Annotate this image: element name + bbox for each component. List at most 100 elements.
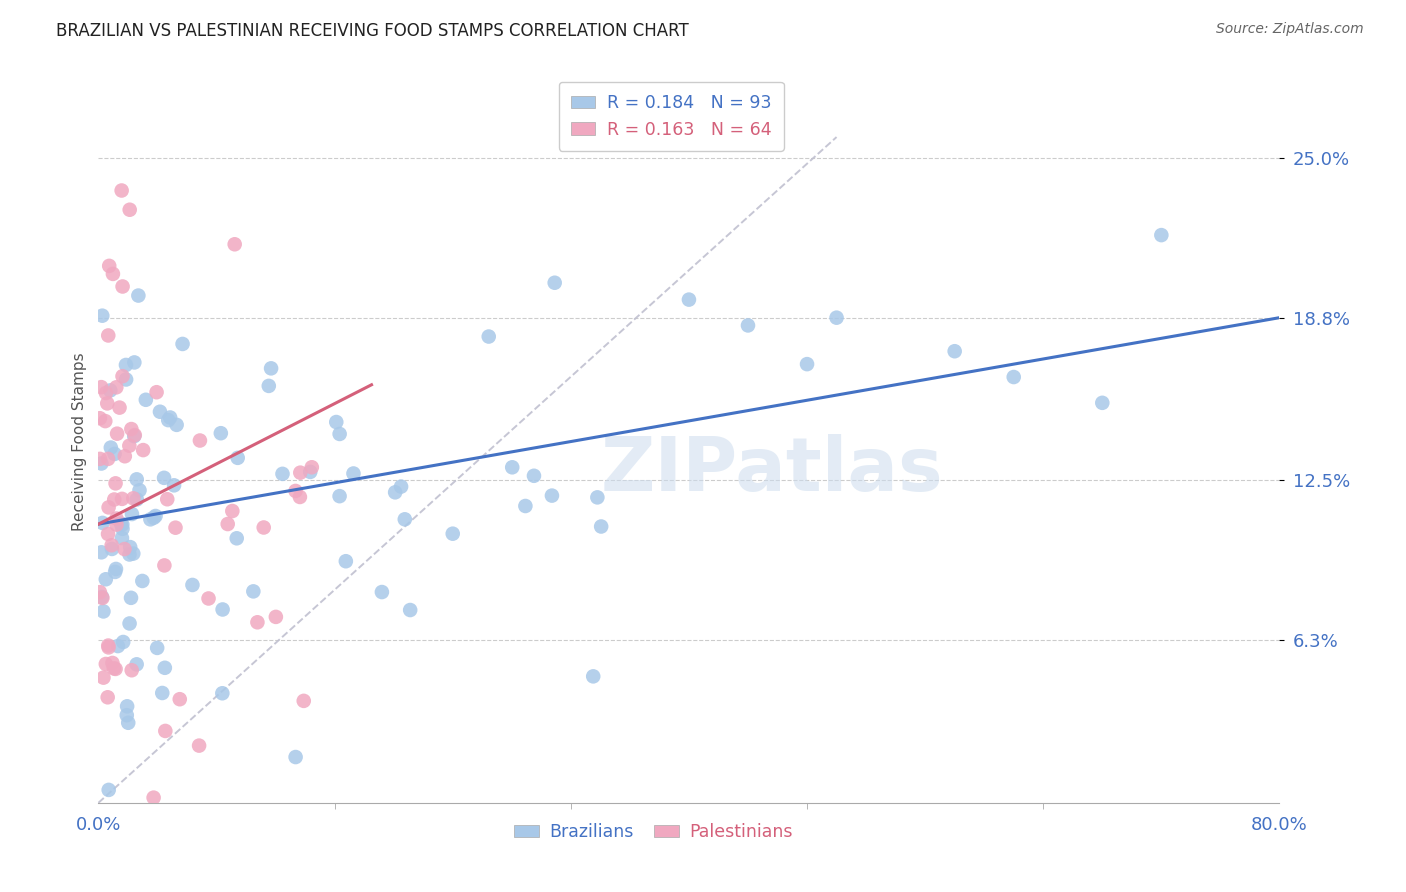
- Point: [114, 542, 136, 557]
- Point: [125, 657, 148, 672]
- Point: [122, 429, 145, 443]
- Point: [101, 267, 124, 281]
- Point: [163, 478, 186, 492]
- Point: [131, 574, 153, 588]
- Point: [112, 635, 135, 649]
- Point: [169, 692, 191, 706]
- Point: [142, 510, 165, 524]
- Point: [155, 723, 177, 738]
- Point: [150, 686, 173, 700]
- Point: [389, 480, 412, 494]
- Point: [224, 237, 246, 252]
- Point: [165, 521, 187, 535]
- Point: [264, 610, 287, 624]
- Point: [107, 639, 129, 653]
- Point: [90, 545, 112, 559]
- Point: [97, 783, 120, 797]
- Point: [260, 361, 283, 376]
- Point: [111, 531, 134, 545]
- Point: [284, 750, 307, 764]
- Point: [98, 384, 121, 398]
- Point: [335, 554, 357, 568]
- Point: [586, 491, 609, 505]
- Point: [120, 422, 142, 436]
- Point: [122, 547, 145, 561]
- Point: [118, 616, 141, 631]
- Point: [93, 671, 115, 685]
- Point: [825, 310, 848, 325]
- Point: [221, 504, 243, 518]
- Point: [121, 663, 143, 677]
- Point: [209, 426, 232, 441]
- Point: [94, 572, 117, 586]
- Point: [100, 441, 122, 455]
- Point: [127, 288, 149, 302]
- Point: [166, 417, 188, 432]
- Point: [111, 522, 134, 536]
- Point: [105, 426, 128, 441]
- Point: [226, 450, 249, 465]
- Point: [582, 669, 605, 683]
- Point: [139, 512, 162, 526]
- Point: [325, 415, 347, 429]
- Point: [94, 414, 117, 428]
- Point: [91, 309, 114, 323]
- Point: [501, 460, 523, 475]
- Point: [96, 396, 118, 410]
- Point: [110, 516, 132, 531]
- Point: [94, 386, 117, 401]
- Point: [128, 483, 150, 498]
- Point: [329, 489, 352, 503]
- Point: [120, 591, 142, 605]
- Point: [329, 426, 352, 441]
- Point: [101, 656, 124, 670]
- Text: BRAZILIAN VS PALESTINIAN RECEIVING FOOD STAMPS CORRELATION CHART: BRAZILIAN VS PALESTINIAN RECEIVING FOOD …: [56, 22, 689, 40]
- Point: [89, 585, 111, 599]
- Point: [159, 410, 181, 425]
- Point: [121, 507, 143, 521]
- Point: [124, 428, 146, 442]
- Point: [284, 483, 307, 498]
- Point: [98, 259, 121, 273]
- Point: [103, 492, 125, 507]
- Point: [115, 358, 138, 372]
- Point: [156, 492, 179, 507]
- Point: [117, 715, 139, 730]
- Point: [441, 526, 464, 541]
- Point: [114, 449, 136, 463]
- Point: [91, 591, 114, 605]
- Point: [91, 590, 114, 604]
- Point: [211, 602, 233, 616]
- Point: [217, 516, 239, 531]
- Point: [135, 392, 157, 407]
- Point: [384, 485, 406, 500]
- Point: [124, 355, 146, 369]
- Point: [111, 369, 134, 384]
- Point: [93, 604, 115, 618]
- Point: [371, 585, 394, 599]
- Point: [288, 490, 311, 504]
- Point: [541, 489, 564, 503]
- Point: [104, 565, 127, 579]
- Point: [97, 640, 120, 655]
- Point: [94, 657, 117, 671]
- Point: [515, 499, 537, 513]
- Legend: Brazilians, Palestinians: Brazilians, Palestinians: [508, 816, 800, 848]
- Point: [342, 467, 364, 481]
- Point: [91, 516, 114, 530]
- Point: [118, 202, 141, 217]
- Point: [120, 540, 142, 554]
- Point: [153, 471, 176, 485]
- Point: [122, 491, 145, 506]
- Text: Source: ZipAtlas.com: Source: ZipAtlas.com: [1216, 22, 1364, 37]
- Point: [97, 639, 120, 653]
- Point: [118, 548, 141, 562]
- Point: [197, 591, 219, 606]
- Point: [97, 690, 120, 705]
- Point: [103, 447, 125, 461]
- Point: [142, 790, 165, 805]
- Point: [115, 708, 138, 723]
- Point: [111, 184, 134, 198]
- Point: [104, 476, 127, 491]
- Point: [246, 615, 269, 630]
